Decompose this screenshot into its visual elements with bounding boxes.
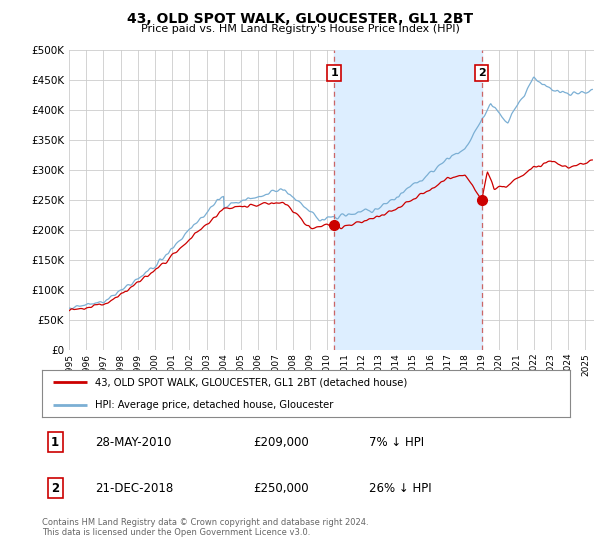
Text: 21-DEC-2018: 21-DEC-2018: [95, 482, 173, 495]
Text: 26% ↓ HPI: 26% ↓ HPI: [370, 482, 432, 495]
Text: 43, OLD SPOT WALK, GLOUCESTER, GL1 2BT (detached house): 43, OLD SPOT WALK, GLOUCESTER, GL1 2BT (…: [95, 377, 407, 388]
Text: 2: 2: [51, 482, 59, 495]
Text: £250,000: £250,000: [253, 482, 309, 495]
Text: 43, OLD SPOT WALK, GLOUCESTER, GL1 2BT: 43, OLD SPOT WALK, GLOUCESTER, GL1 2BT: [127, 12, 473, 26]
Text: Contains HM Land Registry data © Crown copyright and database right 2024.
This d: Contains HM Land Registry data © Crown c…: [42, 518, 368, 538]
Bar: [334, 50, 482, 350]
Text: 1: 1: [330, 68, 338, 78]
Text: HPI: Average price, detached house, Gloucester: HPI: Average price, detached house, Glou…: [95, 400, 333, 410]
Text: 1: 1: [51, 436, 59, 449]
Text: 2: 2: [478, 68, 485, 78]
Text: Price paid vs. HM Land Registry's House Price Index (HPI): Price paid vs. HM Land Registry's House …: [140, 24, 460, 34]
Text: 28-MAY-2010: 28-MAY-2010: [95, 436, 171, 449]
Text: 7% ↓ HPI: 7% ↓ HPI: [370, 436, 424, 449]
Text: £209,000: £209,000: [253, 436, 309, 449]
